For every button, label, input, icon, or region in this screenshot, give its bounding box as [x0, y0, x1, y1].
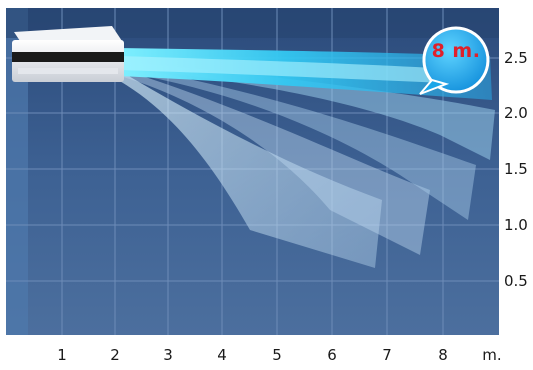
y-tick-label: 2.5: [504, 49, 528, 67]
air-plume-low: [118, 72, 382, 268]
air-jet-core: [120, 56, 472, 84]
air-plume-high: [122, 66, 476, 220]
y-tick-label: 0.5: [504, 272, 528, 290]
air-conditioner-unit-icon: [12, 26, 124, 82]
air-flow-icon: [118, 48, 495, 268]
x-tick-label: 3: [163, 346, 173, 364]
wall-band: [6, 8, 28, 335]
distance-badge: [419, 26, 490, 95]
x-tick-label: 7: [382, 346, 392, 364]
distance-badge-label: 8 m.: [431, 40, 481, 62]
x-tick-label: 4: [217, 346, 227, 364]
y-tick-label: 1.0: [504, 216, 528, 234]
y-tick-label: 1.5: [504, 160, 528, 178]
y-tick-label: 2.0: [504, 104, 528, 122]
x-tick-label: 2: [110, 346, 120, 364]
x-tick-label: 8: [438, 346, 448, 364]
x-tick-label: 5: [272, 346, 282, 364]
x-tick-label: 6: [327, 346, 337, 364]
x-tick-label: 1: [57, 346, 67, 364]
air-plume-mid: [120, 70, 430, 255]
x-unit-label: m.: [482, 346, 502, 364]
